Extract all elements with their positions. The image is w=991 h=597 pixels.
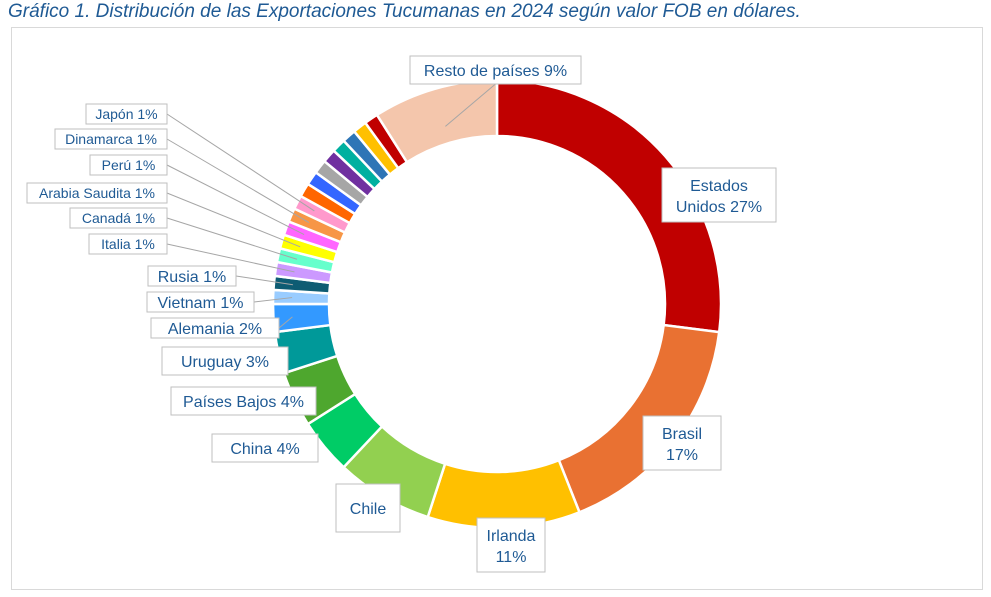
data-label-brasil: Brasil 17%	[642, 415, 722, 471]
data-label-resto-de-paises: Resto de países 9%	[409, 55, 582, 127]
chart-title: Gráfico 1. Distribución de las Exportaci…	[8, 1, 801, 22]
data-label-text: Irlanda 11%	[487, 528, 536, 566]
data-label-box	[147, 265, 237, 287]
data-label-paises-bajos: Países Bajos 4%	[170, 386, 317, 416]
data-label-box	[88, 233, 168, 255]
data-label-text: Chile	[350, 501, 387, 518]
data-label-canada: Canadá 1%	[69, 207, 298, 260]
data-label-text: China 4%	[230, 441, 299, 458]
data-label-uruguay: Uruguay 3%	[161, 346, 289, 376]
data-label-box	[409, 55, 582, 85]
data-label-alemania: Alemania 2%	[150, 316, 293, 339]
data-label-box	[26, 182, 168, 204]
data-label-china: China 4%	[211, 433, 319, 463]
data-label-text: Italia 1%	[101, 236, 155, 252]
data-label-box	[89, 154, 168, 176]
data-label-text: Países Bajos 4%	[183, 394, 304, 411]
data-labels: Estados Unidos 27% Brasil 17% Irlanda 11% Chil…	[26, 55, 777, 573]
data-label-box	[161, 346, 289, 376]
data-label-text: Vietnam 1%	[158, 295, 244, 312]
data-label-box	[642, 415, 722, 471]
data-label-text: Estados Unidos 27%	[676, 178, 762, 216]
data-label-irlanda: Irlanda 11%	[476, 517, 546, 573]
leader-line	[445, 83, 496, 127]
leader-line	[166, 164, 305, 236]
chart-frame	[11, 27, 983, 590]
leader-line	[166, 138, 310, 224]
data-label-box	[335, 483, 401, 533]
data-label-rusia: Rusia 1%	[147, 265, 293, 287]
data-label-estados-unidos: Estados Unidos 27%	[661, 167, 777, 223]
data-label-text: Alemania 2%	[168, 321, 262, 338]
data-label-text: Canadá 1%	[82, 210, 155, 226]
data-label-text: Arabia Saudita 1%	[39, 185, 155, 201]
data-label-box	[85, 103, 168, 125]
data-label-peru: Perú 1%	[89, 154, 305, 236]
leader-line	[166, 217, 298, 260]
data-label-box	[170, 386, 317, 416]
data-label-chile: Chile	[335, 483, 401, 533]
data-label-text: Uruguay 3%	[181, 354, 269, 371]
leader-line	[278, 316, 293, 329]
data-label-box	[211, 433, 319, 463]
data-label-text: Dinamarca 1%	[65, 131, 157, 147]
data-label-box	[150, 317, 280, 339]
leader-line	[166, 243, 295, 273]
data-label-text: Rusia 1%	[158, 269, 226, 286]
data-label-text: Brasil 17%	[662, 426, 702, 464]
leader-line	[235, 275, 293, 286]
data-label-dinamarca: Dinamarca 1%	[54, 128, 310, 224]
data-label-arabia-saudita: Arabia Saudita 1%	[26, 182, 301, 248]
data-label-box	[54, 128, 168, 150]
data-label-text: Perú 1%	[102, 157, 156, 173]
data-label-vietnam: Vietnam 1%	[146, 291, 293, 313]
data-label-box	[661, 167, 777, 223]
data-label-box	[69, 207, 168, 229]
data-label-box	[476, 517, 546, 573]
data-label-text: Resto de países 9%	[424, 63, 567, 80]
data-label-japon: Japón 1%	[85, 103, 315, 212]
data-label-italia: Italia 1%	[88, 233, 295, 273]
leader-line	[166, 113, 315, 212]
leader-line	[253, 297, 293, 303]
data-label-text: Japón 1%	[95, 106, 157, 122]
leader-line	[166, 192, 301, 248]
data-label-box	[146, 291, 255, 313]
